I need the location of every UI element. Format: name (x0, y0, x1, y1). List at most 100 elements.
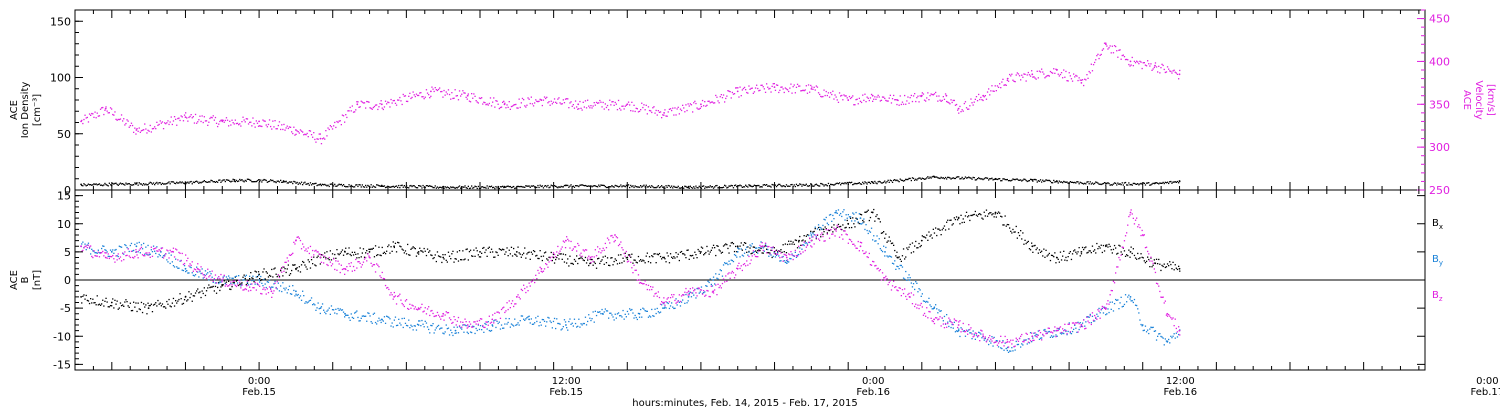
density-series-point (620, 184, 622, 186)
bz-series-point (997, 342, 1000, 344)
bx-series-point (161, 303, 164, 305)
by-series-point (562, 326, 564, 328)
bz-series-point (914, 305, 916, 308)
velocity-series-point (285, 127, 287, 129)
density-series-point (683, 187, 685, 189)
velocity-series-point (475, 100, 477, 102)
density-series-point (362, 186, 365, 188)
bx-series-point (240, 283, 242, 285)
velocity-series-point (380, 100, 382, 102)
velocity-series-point (493, 97, 495, 99)
bx-series-point (328, 259, 330, 261)
density-series-point (767, 185, 769, 187)
by-series-point (538, 325, 540, 327)
velocity-series-point (424, 96, 426, 98)
velocity-series-point (986, 91, 989, 93)
density-series-point (816, 184, 819, 186)
velocity-series-point (463, 92, 465, 94)
velocity-series-point (1118, 49, 1120, 51)
density-series-point (1007, 180, 1010, 182)
bx-series-point (827, 229, 830, 232)
density-series-point (310, 184, 313, 186)
density-series-point (674, 186, 676, 188)
density-series-point (380, 185, 382, 187)
bz-series-point (1025, 332, 1027, 334)
velocity-series-point (1159, 72, 1161, 74)
by-series-point (853, 213, 855, 215)
density-series-point (377, 184, 379, 186)
velocity-series-point (296, 130, 298, 132)
density-series-point (1105, 184, 1107, 186)
density-series-point (509, 185, 511, 188)
by-series-point (959, 335, 961, 338)
velocity-series-point (456, 95, 458, 97)
bz-series-point (742, 263, 745, 266)
bx-series-point (347, 252, 349, 255)
bz-series-point (534, 281, 536, 284)
by-series-point (1036, 334, 1038, 336)
velocity-series-point (393, 99, 395, 102)
velocity-series-point (502, 101, 504, 103)
bz-series-point (1001, 342, 1003, 344)
bz-series-point (736, 267, 738, 269)
velocity-series-point (434, 87, 436, 89)
by-series-point (85, 249, 87, 251)
bz-series-point (783, 253, 785, 256)
by-series-point (1011, 347, 1013, 349)
bx-series-point (636, 262, 638, 264)
velocity-series-point (1136, 60, 1138, 62)
velocity-series-point (245, 118, 247, 120)
velocity-series-point (473, 93, 475, 95)
bz-series-point (975, 332, 978, 335)
bx-series-point (394, 242, 397, 244)
density-series-point (518, 186, 520, 188)
density-series-point (140, 183, 143, 185)
density-series-point (896, 179, 898, 181)
density-series-point (635, 186, 637, 188)
velocity-series-point (550, 100, 552, 102)
velocity-series-point (177, 117, 179, 120)
velocity-series-point (1163, 68, 1165, 71)
density-series-point (357, 185, 359, 188)
velocity-series-point (967, 108, 969, 110)
bz-series-point (821, 232, 823, 234)
by-series-point (169, 262, 171, 265)
by-series-point (537, 315, 539, 317)
by-series-point (503, 327, 505, 329)
velocity-series-point (925, 100, 927, 102)
bx-series-point (682, 253, 684, 255)
by-series-point (911, 286, 914, 288)
velocity-series-point (159, 120, 161, 122)
density-series-point (119, 182, 122, 184)
bx-series-point (447, 251, 450, 253)
velocity-series-point (419, 92, 421, 94)
bx-series-anchor (80, 296, 82, 298)
bz-series-point (159, 250, 161, 252)
bx-series-point (889, 240, 891, 242)
density-series-point (624, 186, 626, 188)
velocity-series-point (486, 103, 488, 105)
density-series-point (1023, 178, 1025, 180)
bz-series-point (508, 300, 510, 302)
velocity-series-point (863, 99, 865, 101)
by-series-point (795, 256, 798, 258)
density-series-point (115, 182, 117, 184)
bz-series-point (530, 281, 532, 283)
velocity-series-point (999, 83, 1001, 85)
by-series-point (285, 287, 287, 289)
velocity-series-point (241, 121, 243, 123)
density-series-point (821, 183, 823, 185)
velocity-series-point (267, 123, 270, 126)
velocity-series-point (387, 101, 389, 103)
by-series-point (891, 262, 894, 264)
density-series-point (1128, 182, 1130, 184)
density-series-point (411, 185, 413, 188)
density-series-point (835, 182, 837, 185)
bx-series-point (863, 221, 865, 223)
velocity-series-point (905, 103, 907, 105)
bz-series-point (725, 275, 727, 277)
bx-series-point (1128, 249, 1130, 251)
by-series-anchor (528, 318, 530, 321)
bz-series-point (764, 242, 767, 244)
density-series-point (1000, 180, 1002, 182)
